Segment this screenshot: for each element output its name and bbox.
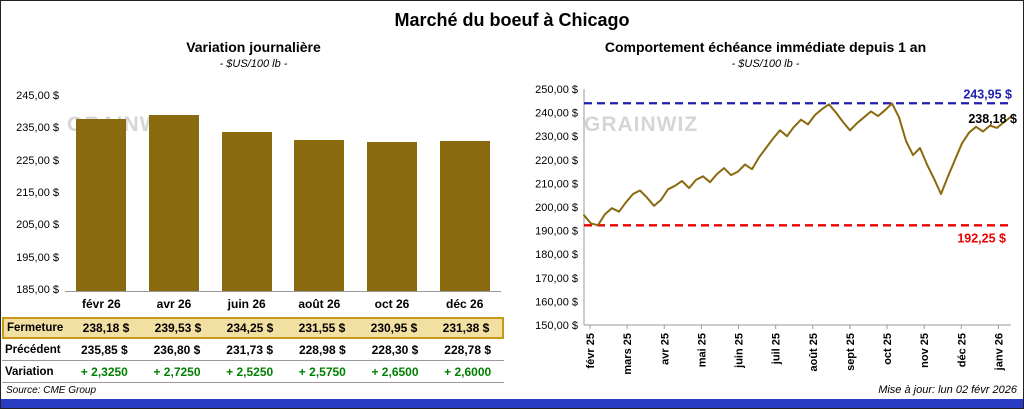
x-axis-month-label: mars 25: [622, 333, 634, 375]
table-cell: + 2,7250: [153, 364, 201, 379]
y-axis-tick-label: 225,00 $: [16, 154, 59, 167]
x-axis-month-label: nov 25: [919, 333, 931, 368]
x-axis-month-label: déc 25: [956, 333, 968, 367]
x-axis-category-label: oct 26: [374, 297, 410, 311]
resistance-value-label: 243,95 $: [963, 87, 1012, 101]
x-axis-category-label: avr 26: [156, 297, 192, 311]
table-row: Précédent 235,85 $ 236,80 $ 231,73 $ 228,98 …: [2, 339, 504, 361]
line-chart-title: Comportement échéance immédiate depuis 1…: [604, 39, 927, 55]
x-axis-month-label: oct 25: [882, 333, 894, 365]
bar-slot: [65, 97, 138, 291]
x-axis-category-label: févr 26: [81, 297, 121, 311]
values-table: Fermeture 238,18 $ 239,53 $ 234,25 $ 231,55 …: [2, 317, 504, 383]
bar-chart-title: Variation journalière: [186, 39, 321, 55]
line-chart-panel: Comportement échéance immédiate depuis 1…: [506, 1, 1023, 408]
bar-plot-area: [65, 97, 501, 291]
y-axis-tick-label: 210,00 $: [535, 178, 578, 190]
x-axis-month-label: sept 25: [845, 333, 857, 371]
bar: [367, 142, 418, 291]
bar: [221, 132, 272, 291]
y-axis-tick-label: 230,00 $: [535, 131, 578, 143]
support-value-label: 192,25 $: [957, 231, 1006, 245]
bar-slot: [210, 97, 283, 291]
x-axis-month-label: août 25: [808, 333, 820, 372]
update-date: Mise à jour: lun 02 févr 2026: [878, 384, 1017, 396]
y-axis-tick-label: 205,00 $: [16, 219, 59, 232]
table-cell: 239,53 $: [154, 321, 202, 335]
y-axis-tick-label: 240,00 $: [535, 108, 578, 120]
table-cell: + 2,6500: [371, 364, 419, 379]
bar: [76, 119, 127, 291]
table-cell: 230,95 $: [370, 321, 418, 335]
price-line: [583, 102, 1012, 227]
bar-x-axis-line: [65, 291, 501, 292]
table-cell: + 2,3250: [80, 364, 128, 379]
table-cell: 231,38 $: [442, 321, 490, 335]
table-cell: 228,98 $: [298, 342, 346, 357]
y-axis-tick-label: 150,00 $: [535, 320, 578, 332]
x-axis-category-label: août 26: [298, 297, 341, 311]
x-axis-category-label: déc 26: [446, 297, 484, 311]
y-axis-tick-label: 180,00 $: [535, 249, 578, 261]
y-axis-tick-label: 220,00 $: [535, 155, 578, 167]
y-axis-tick-label: 190,00 $: [535, 226, 578, 238]
bar: [149, 115, 199, 291]
y-axis-tick-label: 170,00 $: [535, 273, 578, 285]
y-axis-tick-label: 185,00 $: [16, 284, 59, 296]
table-row: Fermeture 238,18 $ 239,53 $ 234,25 $ 231,55 …: [2, 317, 504, 339]
line-chart-svg: 250,00 $ 240,00 $ 230,00 $ 220,00 $ 210,00 $…: [535, 84, 1017, 375]
table-cell: 238,18 $: [82, 321, 130, 335]
table-cell: 228,78 $: [444, 342, 492, 357]
table-row-label: Variation: [5, 365, 54, 378]
table-cell: 231,55 $: [298, 321, 346, 335]
last-close-label: 238,18 $: [968, 112, 1017, 126]
table-row: Variation + 2,3250 + 2,7250 + 2,5250 + 2,575…: [2, 361, 504, 383]
y-axis-tick-label: 250,00 $: [535, 84, 578, 96]
x-axis-month-label: févr 25: [585, 333, 597, 368]
table-cell: 236,80 $: [153, 342, 201, 357]
y-axis-tick-label: 195,00 $: [16, 251, 59, 264]
bottom-bar: [1, 399, 1023, 408]
table-row-label: Fermeture: [7, 322, 64, 334]
page-title: Marché du boeuf à Chicago: [394, 10, 630, 30]
y-axis-tick-label: 235,00 $: [16, 122, 59, 135]
bar-slot: [283, 97, 356, 291]
line-chart-subtitle: - $US/100 lb -: [731, 58, 800, 70]
source-note: Source: CME Group: [6, 385, 97, 396]
bar: [439, 141, 490, 291]
bar: [294, 140, 345, 291]
table-cell: 235,85 $: [80, 342, 128, 357]
table-cell: 234,25 $: [226, 321, 274, 335]
y-axis-tick-label: 245,00 $: [16, 90, 59, 102]
x-axis-month-label: janv 26: [993, 333, 1005, 371]
y-axis-tick-label: 200,00 $: [535, 202, 578, 214]
x-axis-month-label: mai 25: [696, 333, 708, 367]
bar-slot: [428, 97, 501, 291]
bar-chart-subtitle: - $US/100 lb -: [219, 58, 288, 70]
x-axis-category-label: juin 26: [227, 297, 266, 311]
bar-slot: [138, 97, 211, 291]
table-cell: + 2,6000: [444, 364, 492, 379]
table-cell: 228,30 $: [371, 342, 419, 357]
table-cell: + 2,5250: [226, 364, 274, 379]
bar-chart-panel: Variation journalière - $US/100 lb - GRA…: [1, 1, 506, 408]
bar-slot: [356, 97, 429, 291]
x-axis-month-label: juil 25: [771, 333, 783, 365]
x-axis-month-label: juin 25: [734, 333, 746, 369]
table-cell: 231,73 $: [226, 342, 274, 357]
y-axis-tick-label: 160,00 $: [535, 296, 578, 308]
table-row-label: Précédent: [5, 343, 61, 356]
y-axis-tick-label: 215,00 $: [16, 187, 59, 199]
grainwiz-watermark: GRAINWIZ: [584, 113, 699, 136]
x-axis-month-label: avr 25: [659, 333, 671, 365]
bar-x-axis: févr 26 avr 26 juin 26 août 26 oct 26 déc 26: [65, 297, 501, 311]
table-cell: + 2,5750: [298, 364, 346, 379]
